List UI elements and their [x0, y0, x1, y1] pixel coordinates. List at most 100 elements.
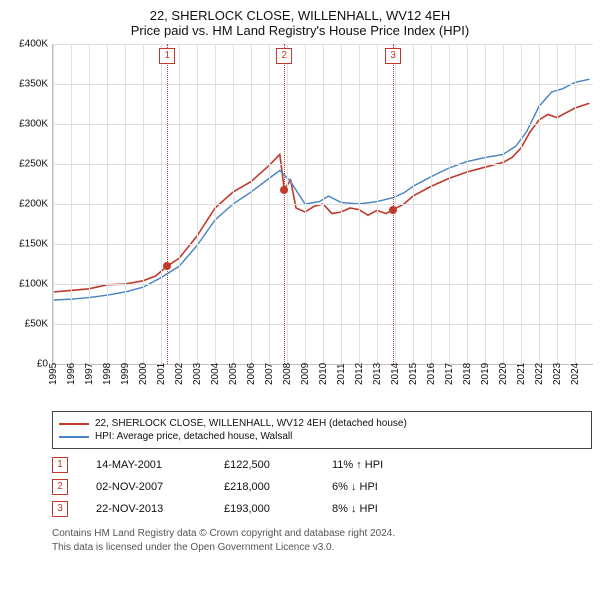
- event-marker-box: 1: [159, 48, 175, 64]
- x-tick-label: 2008: [282, 363, 293, 385]
- x-tick-label: 2011: [336, 363, 347, 385]
- y-tick-label: £200K: [19, 199, 48, 210]
- event-date: 14-MAY-2001: [96, 459, 196, 471]
- y-tick-label: £0: [37, 359, 48, 370]
- vgrid-line: [377, 44, 378, 364]
- vgrid-line: [233, 44, 234, 364]
- x-tick-label: 2022: [534, 363, 545, 385]
- vgrid-line: [323, 44, 324, 364]
- x-tick-label: 2020: [498, 363, 509, 385]
- x-tick-label: 2010: [318, 363, 329, 385]
- vgrid-line: [557, 44, 558, 364]
- x-tick-label: 2015: [408, 363, 419, 385]
- x-tick-label: 2023: [552, 363, 563, 385]
- vgrid-line: [359, 44, 360, 364]
- legend-label: 22, SHERLOCK CLOSE, WILLENHALL, WV12 4EH…: [95, 418, 407, 429]
- footer-line-2: This data is licensed under the Open Gov…: [52, 541, 592, 555]
- event-line: [393, 44, 394, 364]
- x-tick-label: 2002: [174, 363, 185, 385]
- event-price: £218,000: [224, 481, 304, 493]
- x-tick-label: 2001: [156, 363, 167, 385]
- title-line-1: 22, SHERLOCK CLOSE, WILLENHALL, WV12 4EH: [8, 8, 592, 23]
- vgrid-line: [215, 44, 216, 364]
- x-tick-label: 2014: [390, 363, 401, 385]
- x-tick-label: 2021: [516, 363, 527, 385]
- y-axis-labels: £0£50K£100K£150K£200K£250K£300K£350K£400…: [8, 44, 50, 364]
- vgrid-line: [251, 44, 252, 364]
- x-tick-label: 1997: [84, 363, 95, 385]
- vgrid-line: [197, 44, 198, 364]
- x-tick-label: 2017: [444, 363, 455, 385]
- footer-line-1: Contains HM Land Registry data © Crown c…: [52, 527, 592, 541]
- legend-item: 22, SHERLOCK CLOSE, WILLENHALL, WV12 4EH…: [59, 418, 585, 429]
- event-row: 322-NOV-2013£193,0008% ↓ HPI: [52, 501, 592, 517]
- vgrid-line: [107, 44, 108, 364]
- x-tick-label: 2016: [426, 363, 437, 385]
- vgrid-line: [89, 44, 90, 364]
- x-tick-label: 1999: [120, 363, 131, 385]
- event-row: 2 02-NOV-2007 £218,000 6% ↓ HPI: [52, 479, 592, 495]
- vgrid-line: [395, 44, 396, 364]
- event-date: 22-NOV-2013: [96, 503, 196, 515]
- legend: 22, SHERLOCK CLOSE, WILLENHALL, WV12 4EH…: [52, 411, 592, 449]
- event-line: [284, 44, 285, 364]
- event-delta: 6% ↓ HPI: [332, 481, 422, 493]
- event-price: £193,000: [224, 503, 304, 515]
- x-tick-label: 2019: [480, 363, 491, 385]
- footer: Contains HM Land Registry data © Crown c…: [52, 527, 592, 555]
- vgrid-line: [467, 44, 468, 364]
- series-price_paid: [53, 103, 589, 292]
- x-tick-label: 2006: [246, 363, 257, 385]
- series-hpi: [53, 79, 589, 300]
- event-dot: [163, 262, 171, 270]
- event-row: 1 14-MAY-2001 £122,500 11% ↑ HPI: [52, 457, 592, 473]
- y-tick-label: £300K: [19, 119, 48, 130]
- vgrid-line: [431, 44, 432, 364]
- x-tick-label: 2018: [462, 363, 473, 385]
- chart: £0£50K£100K£150K£200K£250K£300K£350K£400…: [8, 44, 592, 405]
- y-tick-label: £250K: [19, 159, 48, 170]
- vgrid-line: [341, 44, 342, 364]
- y-tick-label: £50K: [25, 319, 48, 330]
- y-tick-label: £350K: [19, 79, 48, 90]
- x-tick-label: 2009: [300, 363, 311, 385]
- vgrid-line: [575, 44, 576, 364]
- event-dot: [389, 206, 397, 214]
- x-tick-label: 2007: [264, 363, 275, 385]
- event-date: 02-NOV-2007: [96, 481, 196, 493]
- event-marker-box: 2: [276, 48, 292, 64]
- x-tick-label: 2012: [354, 363, 365, 385]
- x-tick-label: 2003: [192, 363, 203, 385]
- vgrid-line: [305, 44, 306, 364]
- vgrid-line: [521, 44, 522, 364]
- vgrid-line: [287, 44, 288, 364]
- event-marker-box: 3: [385, 48, 401, 64]
- x-tick-label: 1998: [102, 363, 113, 385]
- legend-label: HPI: Average price, detached house, Wals…: [95, 431, 292, 442]
- x-tick-label: 2005: [228, 363, 239, 385]
- legend-swatch: [59, 423, 89, 425]
- event-badge: 1: [52, 457, 68, 473]
- y-tick-label: £100K: [19, 279, 48, 290]
- vgrid-line: [269, 44, 270, 364]
- x-axis-labels: 1995199619971998199920002001200220032004…: [52, 365, 592, 405]
- events-table: 1 14-MAY-2001 £122,500 11% ↑ HPI 2 02-NOV-200…: [52, 457, 592, 517]
- vgrid-line: [413, 44, 414, 364]
- event-delta: 11% ↑ HPI: [332, 459, 422, 471]
- x-tick-label: 2004: [210, 363, 221, 385]
- legend-swatch: [59, 436, 89, 438]
- x-tick-label: 1996: [66, 363, 77, 385]
- vgrid-line: [539, 44, 540, 364]
- vgrid-line: [143, 44, 144, 364]
- legend-item: HPI: Average price, detached house, Wals…: [59, 431, 585, 442]
- y-tick-label: £150K: [19, 239, 48, 250]
- event-badge: 2: [52, 479, 68, 495]
- title-line-2: Price paid vs. HM Land Registry's House …: [8, 23, 592, 38]
- event-badge: 3: [52, 501, 68, 517]
- vgrid-line: [161, 44, 162, 364]
- event-line: [167, 44, 168, 364]
- vgrid-line: [179, 44, 180, 364]
- x-tick-label: 2024: [570, 363, 581, 385]
- event-price: £122,500: [224, 459, 304, 471]
- vgrid-line: [449, 44, 450, 364]
